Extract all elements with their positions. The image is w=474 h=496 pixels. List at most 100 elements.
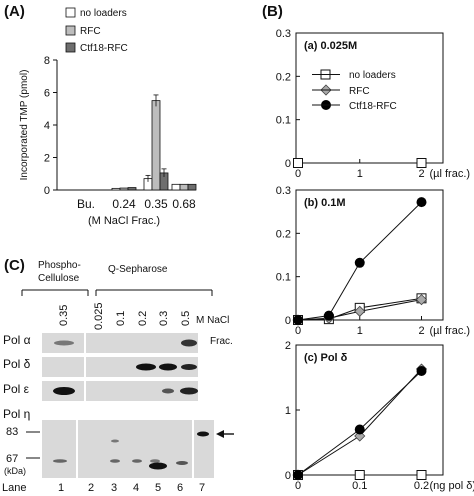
b-ytick-label: 0 xyxy=(285,470,291,482)
b-ytick-label: 0.1 xyxy=(276,115,291,127)
gel-frac-2: 0.1 xyxy=(115,311,127,326)
lane-1: 1 xyxy=(58,482,64,494)
b-legend-label-rfc: RFC xyxy=(349,86,370,97)
b-point-ctf18 xyxy=(416,366,427,376)
b-point-rfc xyxy=(415,294,428,306)
blot-pol-epsilon xyxy=(42,381,198,401)
a-ytick-label: 6 xyxy=(44,88,50,100)
gel-frac-5: 0.5 xyxy=(180,311,192,326)
mw-67: 67 xyxy=(6,453,18,465)
b-subtitle: (b) 0.1M xyxy=(304,197,346,209)
lane-4: 4 xyxy=(133,482,139,494)
gel-row-pol-epsilon: Pol ε xyxy=(3,382,30,396)
b-point-rfc xyxy=(354,305,366,317)
b-ytick-label: 0.3 xyxy=(276,28,291,40)
b-xtick-label: 0.2 xyxy=(414,480,429,492)
b-series-line xyxy=(297,201,422,321)
panel-a-xlabel: (M NaCl Frac.) xyxy=(88,215,160,227)
gel-header-phospho: Phospho- xyxy=(38,260,81,271)
b-xlabel: (µl frac.) xyxy=(430,325,471,337)
gel-header: Phospho- Cellulose Q-Sepharose 0.35 0.02… xyxy=(21,260,233,347)
b-legend-label-no-loaders: no loaders xyxy=(349,70,396,81)
b-xtick-label: 0 xyxy=(295,480,301,492)
b-point-ctf18 xyxy=(416,197,427,208)
panel-c-label: (C) xyxy=(4,257,25,274)
b-subplot-1: 0 0.1 0.2 0.3 0 1 2 (µl frac.) (b) 0.1M xyxy=(276,185,470,337)
panel-b-legend: no loaders RFC Ctf18-RFC xyxy=(312,69,397,112)
b-xtick-label: 2 xyxy=(418,168,424,180)
a-ytick-label: 8 xyxy=(44,55,50,67)
a-xtick-label: 0.24 xyxy=(112,197,136,211)
gel-frac-1: 0.025 xyxy=(93,302,105,330)
b-frame xyxy=(295,32,444,164)
b-subplot-2: 0 1 2 0 0.1 0.2 (ng pol δ) (c) Pol δ xyxy=(285,340,474,492)
b-xtick-label: 0 xyxy=(295,168,301,180)
blot-pol-delta xyxy=(42,357,198,377)
a-ytick-label: 2 xyxy=(44,153,50,165)
mw-unit: (kDa) xyxy=(4,466,26,476)
a-bar xyxy=(179,183,189,191)
a-bar xyxy=(171,183,181,191)
b-point-ctf18 xyxy=(354,257,365,268)
b-series-line xyxy=(297,299,422,321)
legend-label-ctf18: Ctf18-RFC xyxy=(80,43,128,54)
b-point-ctf18 xyxy=(354,424,365,435)
b-ytick-label: 0 xyxy=(285,158,291,170)
b-legend-label-ctf18: Ctf18-RFC xyxy=(349,101,397,112)
panel-a-yticks: 0 2 4 6 8 xyxy=(44,55,57,197)
lane-6: 6 xyxy=(177,482,183,494)
b-point-no-loaders xyxy=(416,158,427,168)
b-frame xyxy=(295,189,444,321)
b-point-ctf18 xyxy=(293,470,303,480)
panel-a-xticks: Bu. 0.24 0.35 0.68 xyxy=(77,197,196,211)
b-series-line xyxy=(297,370,422,476)
gel-row-pol-alpha: Pol α xyxy=(3,333,31,347)
panel-b-label: (B) xyxy=(262,3,283,20)
panel-b-charts: 0 0.1 0.2 0.3 0 1 2 (µl frac.) (a) 0.025M 0 0.1 0.2… xyxy=(276,28,474,492)
arrow-icon xyxy=(216,430,234,438)
lane-3: 3 xyxy=(111,482,117,494)
b-subtitle: (a) 0.025M xyxy=(304,40,357,52)
legend-label-no-loaders: no loaders xyxy=(80,8,127,19)
b-point-no-loaders xyxy=(293,158,303,168)
a-bar xyxy=(151,100,161,191)
b-ytick-label: 1 xyxy=(285,405,291,417)
a-xtick-label: 0.35 xyxy=(144,197,168,211)
b-ytick-label: 0.2 xyxy=(276,228,291,240)
b-series-line xyxy=(297,368,422,476)
b-subtitle: (c) Pol δ xyxy=(304,352,348,364)
a-ytick-label: 0 xyxy=(44,185,50,197)
gel-nacl-label: M NaCl xyxy=(196,315,229,326)
panel-a-ylabel: Incorporated TMP (pmol) xyxy=(19,70,30,181)
legend-swatch-rfc xyxy=(65,25,76,36)
b-subplot-0: 0 0.1 0.2 0.3 0 1 2 (µl frac.) (a) 0.025M xyxy=(276,28,470,180)
b-xtick-label: 1 xyxy=(357,168,363,180)
legend-swatch-no-loaders xyxy=(65,7,76,18)
b-xlabel: (ng pol δ) xyxy=(430,480,474,492)
gel-frac-0: 0.35 xyxy=(58,305,70,326)
b-xtick-label: 2 xyxy=(418,325,424,337)
b-ytick-label: 0.3 xyxy=(276,185,291,197)
blot-pol-alpha xyxy=(42,333,198,353)
b-ytick-label: 0.2 xyxy=(276,71,291,83)
b-ytick-label: 2 xyxy=(285,340,291,352)
a-bar xyxy=(187,183,197,191)
a-xtick-label: Bu. xyxy=(77,197,95,211)
legend-label-rfc: RFC xyxy=(80,26,101,37)
b-point-no-loaders xyxy=(354,470,365,480)
panel-a-axes xyxy=(56,60,196,191)
lane-7: 7 xyxy=(199,482,205,494)
mw-83: 83 xyxy=(6,426,18,438)
gel-row-pol-delta: Pol δ xyxy=(3,357,31,371)
gel-header-q: Q-Sepharose xyxy=(108,264,168,275)
panel-a-legend: no loaders RFC Ctf18-RFC xyxy=(65,7,128,54)
a-xtick-label: 0.68 xyxy=(172,197,196,211)
a-bar xyxy=(119,187,129,191)
gel-header-phospho2: Cellulose xyxy=(38,273,80,284)
b-point-no-loaders xyxy=(416,470,427,480)
legend-swatch-ctf18 xyxy=(65,42,76,53)
lane-5: 5 xyxy=(155,482,161,494)
lane-label: Lane xyxy=(2,482,26,494)
gel-frac-label: Frac. xyxy=(210,336,233,347)
b-point-ctf18 xyxy=(323,310,334,321)
